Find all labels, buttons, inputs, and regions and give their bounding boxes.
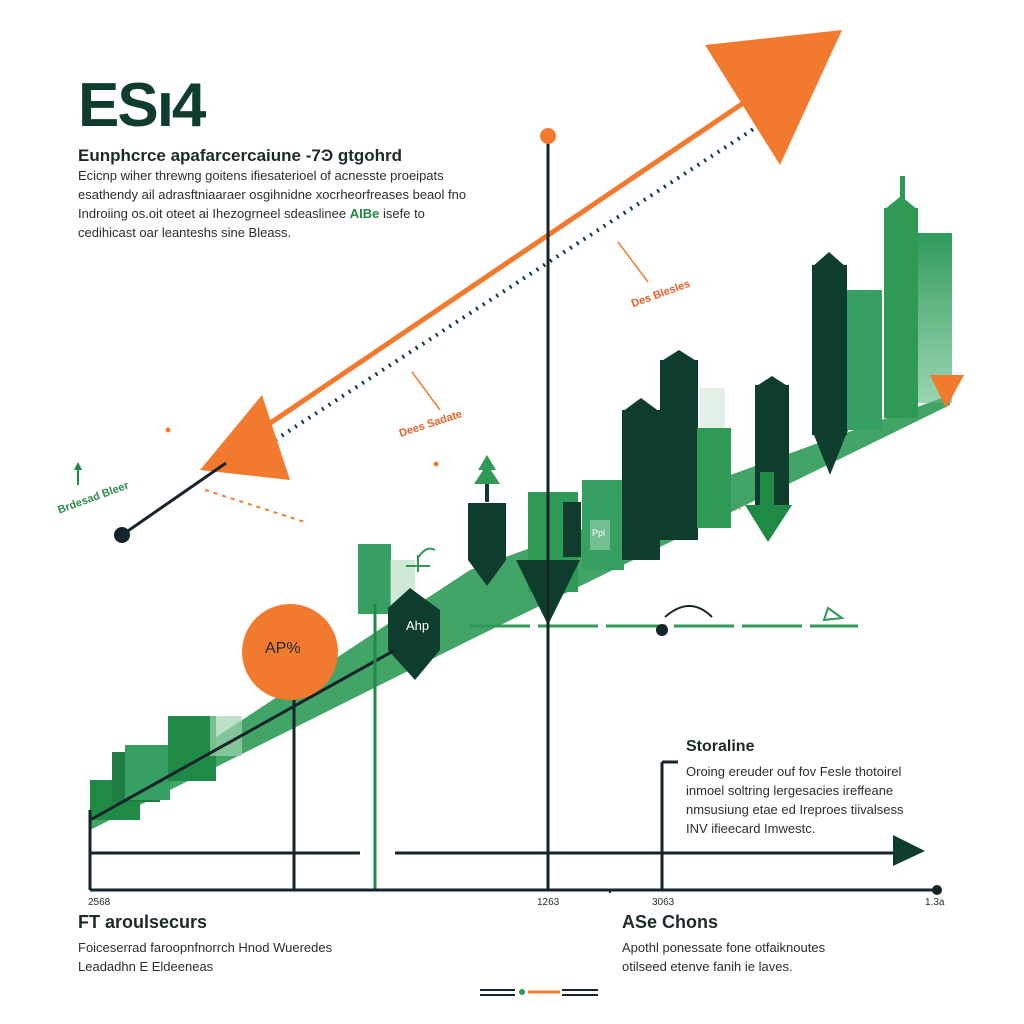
axis-tick-2: 1263 (537, 897, 560, 908)
small-bar-label: Ppl (592, 528, 606, 538)
rising-band (90, 395, 950, 830)
dark-marker-label: Ahp (406, 618, 430, 633)
right-bars (812, 176, 952, 435)
orange-small-arrow (930, 375, 964, 408)
orange-trend (258, 82, 772, 433)
axis-arrowhead (893, 835, 925, 866)
footer-right-body: Apothl ponessate fone otfaiknoutes otils… (622, 940, 826, 974)
footer-left-title: FT aroulsecurs (78, 912, 208, 932)
storeline-title: Storaline (686, 738, 755, 755)
footer-left-body: Foiceserrad faroopnfnorrch Hnod Wueredes… (78, 940, 333, 974)
intro-highlight: AIBe (349, 206, 380, 221)
orange-arrowhead-down (200, 395, 290, 480)
middle-bars (358, 350, 789, 614)
tree-icon (474, 455, 500, 502)
page-subtitle: Eunphcrce apafarcercaiune -7Ͽ gtgohrd (78, 146, 403, 165)
sapling-icon (406, 547, 436, 572)
axis-tick-3: 3063 (652, 897, 675, 908)
intro-paragraph: Ecicnp wiher threwng goitens ifiesaterio… (78, 166, 468, 242)
percent-badge-label: AP% (265, 640, 301, 657)
percent-badge-circle (242, 604, 338, 700)
page-title: ESı4 (78, 71, 206, 140)
axis-tick-4: 1.3a (925, 897, 945, 908)
intro-text-b: isefe to cedihicast oar leanteshs sine B… (78, 206, 425, 240)
intro-text-a: Ecicnp wiher threwng goitens ifiesaterio… (78, 168, 467, 221)
left-navy-line (121, 461, 227, 537)
footer-right-title: ASe Chons (622, 912, 719, 932)
bottom-legend (480, 989, 598, 996)
axis-tick-1: 2568 (88, 897, 111, 908)
storeline-body: Oroing ereuder ouf fov Fesle thotoirel i… (686, 764, 904, 836)
left-bars (90, 716, 242, 820)
lower-navy-line (89, 648, 396, 822)
orange-arrowhead-up (705, 30, 842, 165)
